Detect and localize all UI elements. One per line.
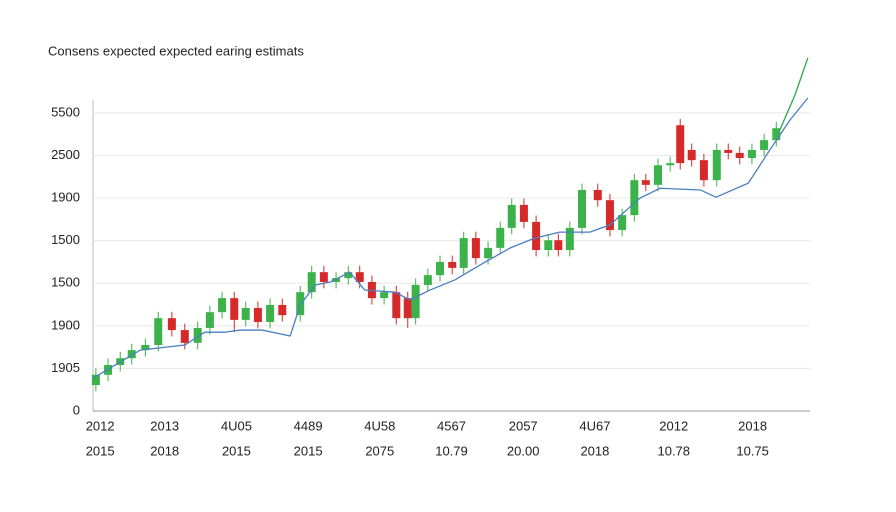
x-tick-label: 2075 <box>365 443 394 458</box>
candle-body <box>593 189 602 201</box>
trend-line <box>779 57 809 131</box>
x-tick-label: 2057 <box>509 418 538 433</box>
candle-body <box>448 261 457 268</box>
candle-body <box>618 215 627 230</box>
candle-body <box>230 298 239 320</box>
x-tick-label: 2012 <box>86 418 115 433</box>
x-tick-label: 10.75 <box>736 443 769 458</box>
candle-body <box>641 180 650 185</box>
x-tick-label: 10.78 <box>657 443 690 458</box>
y-tick-label: 1500 <box>51 275 80 290</box>
candle-body <box>507 204 516 228</box>
candle-body <box>355 272 364 282</box>
x-tick-label: 2015 <box>294 443 323 458</box>
candle-body <box>91 374 100 386</box>
x-tick-label: 2018 <box>580 443 609 458</box>
candle-body <box>423 275 432 285</box>
x-tick-label: 4U58 <box>364 418 395 433</box>
candle-body <box>760 140 769 150</box>
chart-title: Consens expected expected earing estimat… <box>48 43 304 58</box>
y-tick-label: 1905 <box>51 360 80 375</box>
candle-body <box>519 204 528 222</box>
candle-body <box>436 261 445 276</box>
candle-body <box>296 292 305 316</box>
candle-body <box>459 238 468 268</box>
candle-body <box>141 344 150 351</box>
candle-body <box>403 298 412 319</box>
candle-body <box>653 165 662 185</box>
x-tick-label: 2013 <box>150 418 179 433</box>
candle-body <box>712 149 721 181</box>
candle-body <box>565 227 574 251</box>
candle-body <box>532 221 541 251</box>
x-tick-label: 4U05 <box>221 418 252 433</box>
candle-body <box>332 278 341 282</box>
candle-body <box>167 318 176 331</box>
candle-body <box>544 240 553 251</box>
trend-line <box>92 97 809 379</box>
candle-body <box>344 272 353 279</box>
candle-body <box>307 272 316 293</box>
candle-body <box>205 312 214 328</box>
candle-body <box>554 240 563 251</box>
x-tick-label: 20.00 <box>507 443 540 458</box>
candle-body <box>630 180 639 216</box>
x-tick-label: 4489 <box>294 418 323 433</box>
candle-body <box>154 318 163 345</box>
candle-body <box>676 125 685 164</box>
x-tick-label: 4567 <box>437 418 466 433</box>
x-tick-label: 4U67 <box>579 418 610 433</box>
candle-body <box>380 292 389 299</box>
candle-body <box>577 189 586 228</box>
x-tick-label: 2015 <box>86 443 115 458</box>
candle-body <box>411 284 420 319</box>
y-tick-label: 2500 <box>51 147 80 162</box>
candle-body <box>278 304 287 316</box>
y-tick-label: 1900 <box>51 317 80 332</box>
x-tick-label: 2018 <box>738 418 767 433</box>
candle-body <box>772 128 781 141</box>
candle-body <box>266 304 275 322</box>
candle-body <box>687 149 696 161</box>
candle-body <box>724 149 733 153</box>
candle-body <box>735 152 744 159</box>
candle-body <box>193 327 202 343</box>
y-tick-label: 1500 <box>51 232 80 247</box>
candle-body <box>218 298 227 313</box>
candle-body <box>666 163 675 166</box>
y-tick-label: 0 <box>73 402 80 417</box>
x-tick-label: 10.79 <box>435 443 468 458</box>
candle-body <box>253 307 262 322</box>
x-tick-label: 2015 <box>222 443 251 458</box>
y-tick-label: 5500 <box>51 104 80 119</box>
candle-body <box>319 272 328 282</box>
candle-body <box>241 307 250 320</box>
candle-body <box>496 227 505 248</box>
candle-body <box>471 238 480 259</box>
candle-body <box>392 292 401 319</box>
candle-body <box>127 350 136 359</box>
x-tick-label: 2012 <box>659 418 688 433</box>
candle-body <box>699 160 708 181</box>
candle-body <box>484 247 493 259</box>
candle-body <box>605 200 614 230</box>
y-tick-label: 1900 <box>51 189 80 204</box>
x-tick-label: 2018 <box>150 443 179 458</box>
candle-body <box>180 330 189 343</box>
candle-body <box>747 149 756 159</box>
